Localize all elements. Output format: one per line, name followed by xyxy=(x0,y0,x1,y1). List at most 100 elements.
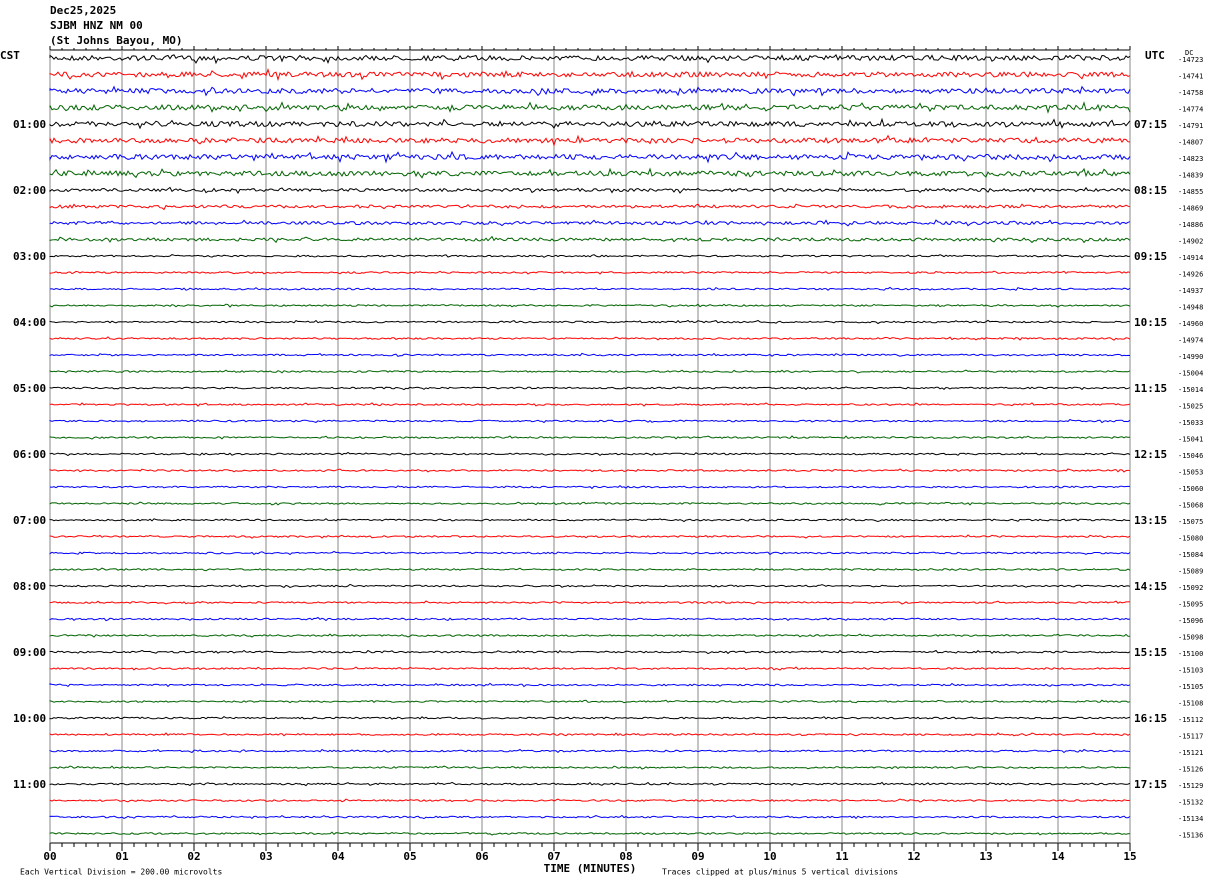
x-tick-label: 03 xyxy=(259,850,272,863)
left-time-label: 05:00 xyxy=(13,382,46,395)
trace xyxy=(49,336,1131,341)
dc-offset: -14937 xyxy=(1178,287,1203,295)
dc-offset: -15053 xyxy=(1178,469,1203,477)
dc-offset: -14723 xyxy=(1178,56,1203,64)
trace xyxy=(49,85,1131,97)
dc-title: DC xyxy=(1185,49,1193,57)
trace xyxy=(49,550,1131,556)
dc-offset: -15041 xyxy=(1178,436,1203,444)
trace xyxy=(49,518,1131,523)
dc-offset: -15014 xyxy=(1178,386,1203,394)
trace xyxy=(49,319,1131,325)
dc-offset: -15108 xyxy=(1178,700,1203,708)
trace xyxy=(49,186,1131,194)
left-time-label: 02:00 xyxy=(13,184,46,197)
trace xyxy=(49,765,1131,770)
trace xyxy=(49,451,1131,457)
dc-offset: -15046 xyxy=(1178,452,1203,460)
left-time-label: 11:00 xyxy=(13,778,46,791)
trace xyxy=(49,150,1131,164)
trace xyxy=(49,369,1131,374)
dc-offset: -15100 xyxy=(1178,650,1203,658)
dc-offset: -14990 xyxy=(1178,353,1203,361)
trace xyxy=(49,798,1131,803)
trace xyxy=(49,748,1131,754)
dc-offset: -14974 xyxy=(1178,337,1203,345)
dc-offset: -15095 xyxy=(1178,601,1203,609)
trace xyxy=(49,203,1131,211)
left-time-label: 01:00 xyxy=(13,118,46,131)
x-axis-label: TIME (MINUTES) xyxy=(544,862,637,875)
trace xyxy=(49,286,1131,291)
x-tick-label: 04 xyxy=(331,850,345,863)
trace xyxy=(49,616,1131,622)
clip-note: Traces clipped at plus/minus 5 vertical … xyxy=(662,868,898,877)
trace xyxy=(49,732,1131,737)
left-title: CST xyxy=(0,49,20,62)
dc-offset: -15096 xyxy=(1178,617,1203,625)
right-time-label: 14:15 xyxy=(1134,580,1167,593)
trace xyxy=(49,117,1131,130)
right-time-label: 07:15 xyxy=(1134,118,1167,131)
dc-offset: -15089 xyxy=(1178,568,1203,576)
x-tick-label: 02 xyxy=(187,850,200,863)
x-tick-label: 12 xyxy=(907,850,920,863)
right-time-label: 08:15 xyxy=(1134,184,1167,197)
dc-offset: -15126 xyxy=(1178,766,1203,774)
left-time-label: 07:00 xyxy=(13,514,46,527)
dc-offset: -15098 xyxy=(1178,634,1203,642)
trace xyxy=(49,484,1130,490)
dc-offset: -15004 xyxy=(1178,370,1203,378)
trace xyxy=(49,303,1131,308)
dc-offset: -15060 xyxy=(1178,485,1203,493)
dc-offset: -14855 xyxy=(1178,188,1203,196)
right-time-label: 16:15 xyxy=(1134,712,1167,725)
trace xyxy=(49,352,1131,357)
x-tick-label: 09 xyxy=(691,850,704,863)
trace xyxy=(49,254,1131,259)
dc-offset: -15136 xyxy=(1178,832,1203,840)
x-tick-label: 13 xyxy=(979,850,992,863)
dc-offset: -15033 xyxy=(1178,419,1203,427)
trace xyxy=(49,219,1131,227)
dc-offset: -15084 xyxy=(1178,551,1203,559)
left-time-label: 09:00 xyxy=(13,646,46,659)
dc-offset: -14741 xyxy=(1178,73,1203,81)
x-tick-label: 05 xyxy=(403,850,416,863)
dc-offset: -14886 xyxy=(1178,221,1203,229)
trace xyxy=(49,600,1131,605)
dc-offset: -15103 xyxy=(1178,667,1203,675)
trace xyxy=(49,67,1131,82)
dc-offset: -14902 xyxy=(1178,238,1203,246)
dc-offset: -14807 xyxy=(1178,139,1203,147)
x-tick-label: 01 xyxy=(115,850,129,863)
left-time-label: 10:00 xyxy=(13,712,46,725)
trace xyxy=(49,468,1131,473)
dc-offset: -14774 xyxy=(1178,106,1203,114)
trace xyxy=(49,501,1131,506)
right-time-label: 15:15 xyxy=(1134,646,1167,659)
right-time-label: 09:15 xyxy=(1134,250,1167,263)
dc-offset: -14839 xyxy=(1178,172,1203,180)
trace xyxy=(49,270,1131,275)
dc-offset: -15092 xyxy=(1178,584,1203,592)
x-tick-label: 10 xyxy=(763,850,776,863)
dc-offset: -15025 xyxy=(1178,403,1203,411)
trace xyxy=(49,54,1131,65)
trace xyxy=(49,814,1131,820)
dc-offset: -15112 xyxy=(1178,716,1203,724)
trace xyxy=(49,386,1131,391)
dc-offset: -15117 xyxy=(1178,733,1203,741)
trace xyxy=(49,435,1131,440)
left-time-label: 04:00 xyxy=(13,316,46,329)
right-title: UTC xyxy=(1145,49,1165,62)
x-tick-label: 06 xyxy=(475,850,489,863)
trace xyxy=(49,831,1131,836)
trace xyxy=(49,633,1130,638)
x-tick-label: 00 xyxy=(43,850,56,863)
trace xyxy=(49,235,1131,244)
dc-offset: -15105 xyxy=(1178,683,1203,691)
plot-frame xyxy=(49,49,1131,844)
dc-offset: -15121 xyxy=(1178,749,1203,757)
